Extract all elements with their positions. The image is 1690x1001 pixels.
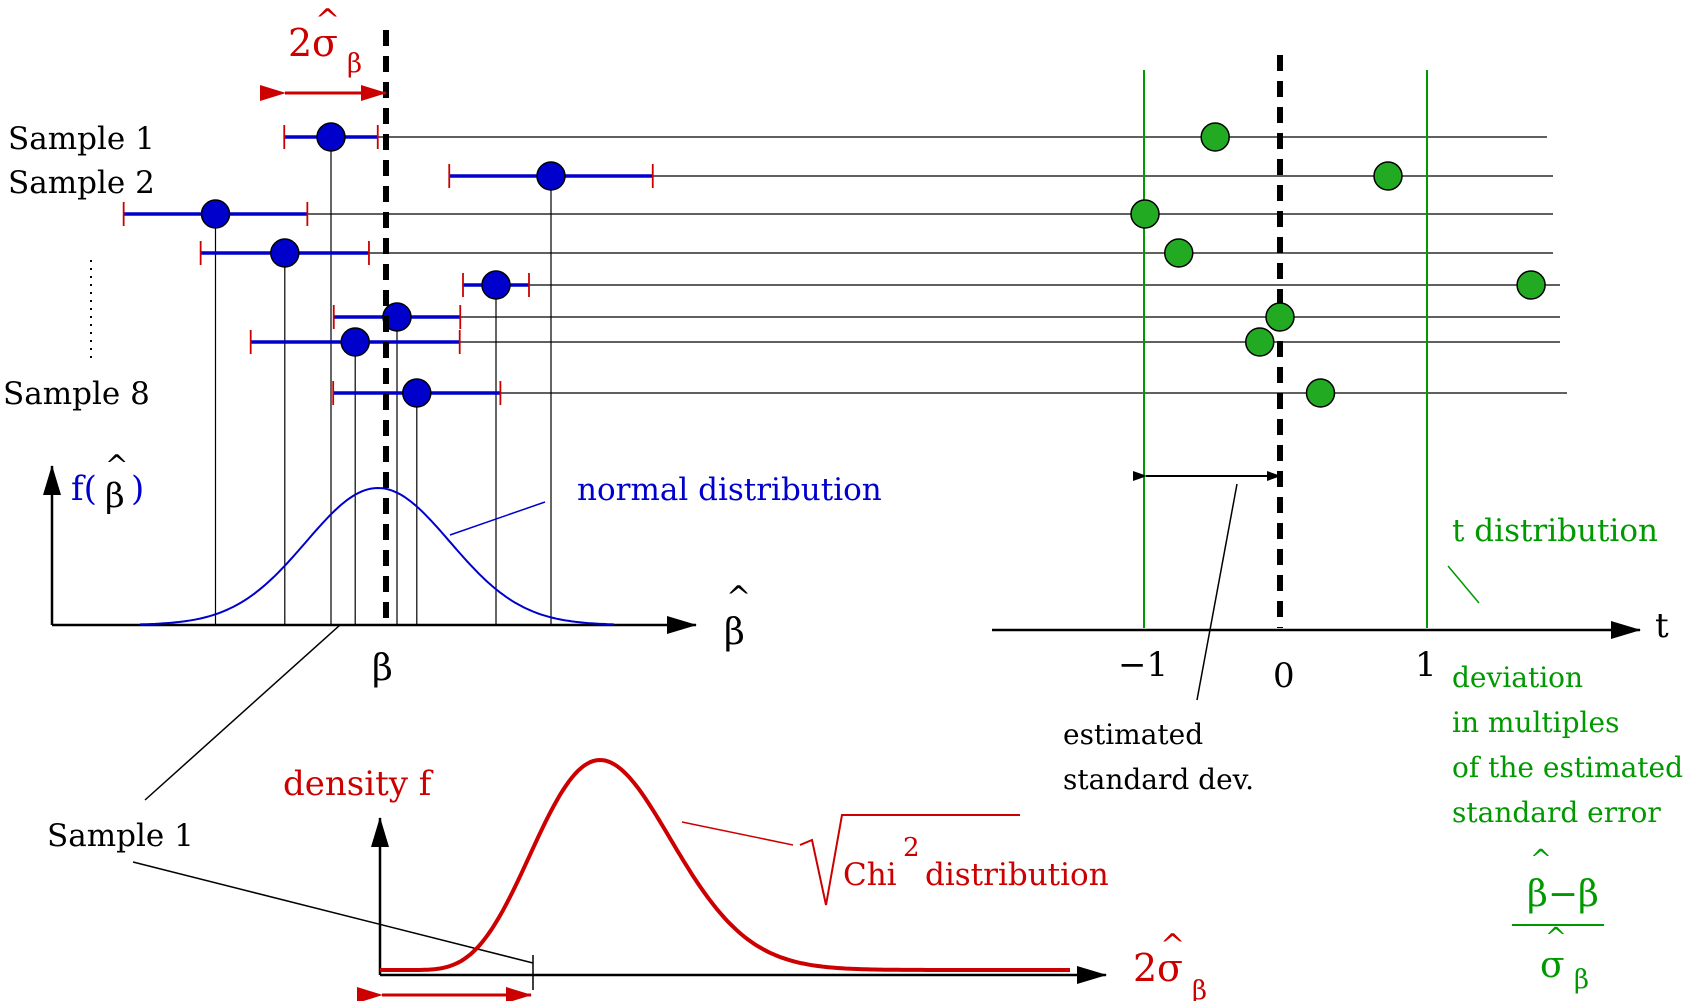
- fraction-denominator-sub: β: [1574, 965, 1589, 995]
- t-tick-zero: 0: [1273, 656, 1295, 696]
- t-axis-label: t: [1655, 606, 1669, 646]
- bottom-two-sigma-hat: ^: [1160, 928, 1185, 963]
- estimated-sd-pointer: [1196, 483, 1238, 701]
- chi-curve-pointer: [681, 821, 794, 846]
- sample1-pointer-upper: [144, 624, 341, 801]
- estimated-sd-label-line2: standard dev.: [1063, 763, 1254, 796]
- top-two-sigma-hat: ^: [315, 3, 340, 38]
- t-statistic-dot: [1130, 199, 1160, 229]
- density-f-label: density f: [283, 764, 434, 804]
- left-x-axis-hat: ^: [726, 580, 751, 615]
- normal-distribution-curve: [139, 486, 615, 626]
- label-sample-1: Sample 1: [8, 121, 155, 157]
- sample-estimate-dot: [340, 327, 370, 357]
- sample-estimate-dot: [481, 270, 511, 300]
- sample-estimate-dot: [200, 199, 231, 229]
- y-label-suffix: ): [131, 469, 144, 509]
- chi-label-superscript: 2: [903, 833, 920, 863]
- deviation-line-3: of the estimated: [1452, 751, 1683, 784]
- bottom-two-sigma-subscript: β: [1192, 976, 1207, 1001]
- true-beta-label: β: [372, 648, 393, 689]
- deviation-line-4: standard error: [1452, 796, 1661, 829]
- label-sample-2: Sample 2: [8, 165, 155, 201]
- fraction-denominator-hat: ^: [1545, 923, 1567, 953]
- sample-estimate-dot: [270, 238, 300, 268]
- sqrt-chi-distribution-label: Chi 2 distribution: [799, 814, 1109, 906]
- fraction-denominator-sigma: σ: [1540, 945, 1565, 986]
- t-statistic-dot: [1200, 122, 1230, 152]
- t-tick-minus-one: −1: [1118, 645, 1168, 685]
- chi-label-text: Chi: [843, 857, 897, 893]
- y-label-hat: ^: [105, 449, 128, 482]
- deviation-line-2: in multiples: [1452, 706, 1619, 739]
- fraction-numerator-hat: ^: [1530, 845, 1552, 875]
- t-statistic-dots: [1130, 122, 1546, 408]
- top-two-sigma-coefficient: 2: [288, 21, 312, 65]
- normal-curve-pointer: [449, 501, 546, 536]
- top-two-sigma-label: 2 σ ^ β: [288, 3, 362, 79]
- top-two-sigma-subscript: β: [347, 49, 362, 79]
- bottom-two-sigma-coefficient: 2: [1133, 946, 1157, 990]
- sample-estimate-dot: [536, 161, 566, 191]
- t-statistic-fraction: ^ β−β ^ σ β: [1512, 845, 1604, 995]
- normal-distribution-label: normal distribution: [577, 472, 882, 508]
- deviation-description: deviation in multiples of the estimated …: [1452, 661, 1683, 829]
- t-statistic-dot: [1305, 378, 1336, 408]
- sample-rows: [122, 122, 1567, 625]
- sqrt-chi-square-curve: [380, 757, 1070, 972]
- sample-estimate-dot: [316, 122, 346, 152]
- t-statistic-dot: [1265, 302, 1295, 332]
- deviation-line-1: deviation: [1452, 661, 1583, 694]
- sample-estimate-dot: [402, 378, 432, 408]
- estimated-sd-label-line1: estimated: [1063, 718, 1203, 751]
- t-statistic-dot: [1245, 327, 1275, 357]
- bottom-sample-1-label: Sample 1: [47, 818, 194, 854]
- chi-label-distribution: distribution: [925, 857, 1109, 893]
- fraction-numerator: β−β: [1527, 874, 1599, 915]
- t-distribution-pointer: [1447, 565, 1480, 604]
- t-tick-one: 1: [1415, 645, 1437, 685]
- t-distribution-label: t distribution: [1452, 513, 1658, 549]
- bottom-two-sigma-symbol: σ: [1157, 946, 1183, 990]
- y-label-prefix: f(: [71, 469, 97, 509]
- left-y-axis-label: f( β ^ ): [71, 449, 144, 516]
- label-sample-8: Sample 8: [3, 376, 150, 412]
- sqrt-symbol: [799, 814, 1020, 906]
- sample1-pointer-lower: [132, 861, 534, 964]
- y-label-beta: β: [105, 476, 125, 516]
- t-statistic-dot: [1516, 270, 1546, 300]
- left-x-axis-beta: β: [724, 612, 745, 653]
- top-two-sigma-symbol: σ: [312, 21, 338, 65]
- t-statistic-dot: [1373, 161, 1403, 191]
- bottom-x-axis-label: 2 σ ^ β: [1133, 928, 1207, 1001]
- t-statistic-dot: [1164, 238, 1194, 268]
